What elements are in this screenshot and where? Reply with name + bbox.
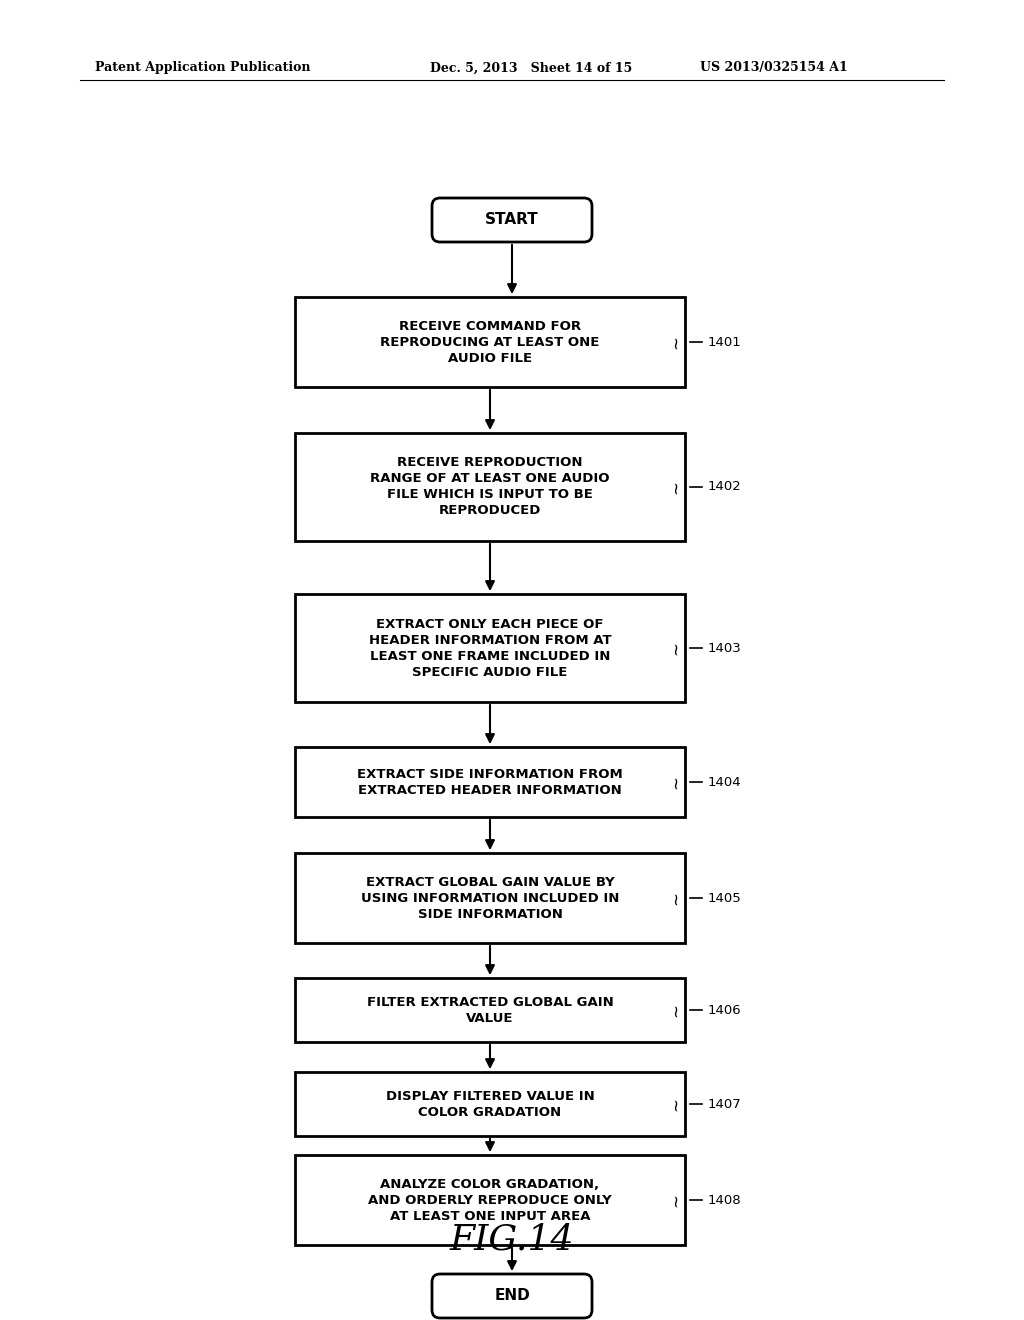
Text: ~: ~ — [667, 335, 685, 348]
Text: 1403: 1403 — [708, 642, 741, 655]
Bar — [295, 433, 685, 541]
FancyBboxPatch shape — [432, 1274, 592, 1317]
Text: ~: ~ — [667, 1003, 685, 1016]
Text: EXTRACT GLOBAL GAIN VALUE BY
USING INFORMATION INCLUDED IN
SIDE INFORMATION: EXTRACT GLOBAL GAIN VALUE BY USING INFOR… — [360, 875, 620, 920]
Text: 1405: 1405 — [708, 891, 741, 904]
Text: 1404: 1404 — [708, 776, 741, 788]
Bar — [295, 1072, 685, 1137]
Text: ~: ~ — [667, 1193, 685, 1206]
Text: START: START — [485, 213, 539, 227]
Text: US 2013/0325154 A1: US 2013/0325154 A1 — [700, 62, 848, 74]
Text: END: END — [495, 1288, 529, 1304]
Bar — [295, 594, 685, 702]
Text: EXTRACT SIDE INFORMATION FROM
EXTRACTED HEADER INFORMATION: EXTRACT SIDE INFORMATION FROM EXTRACTED … — [357, 767, 623, 796]
Text: 1408: 1408 — [708, 1193, 741, 1206]
Bar — [295, 297, 685, 387]
Text: RECEIVE REPRODUCTION
RANGE OF AT LEAST ONE AUDIO
FILE WHICH IS INPUT TO BE
REPRO: RECEIVE REPRODUCTION RANGE OF AT LEAST O… — [371, 457, 609, 517]
Text: Patent Application Publication: Patent Application Publication — [95, 62, 310, 74]
Text: 1407: 1407 — [708, 1097, 741, 1110]
Text: ~: ~ — [667, 775, 685, 789]
Text: 1402: 1402 — [708, 480, 741, 494]
Bar — [295, 853, 685, 942]
Bar — [295, 1155, 685, 1245]
Text: ~: ~ — [667, 891, 685, 906]
Text: ANALYZE COLOR GRADATION,
AND ORDERLY REPRODUCE ONLY
AT LEAST ONE INPUT AREA: ANALYZE COLOR GRADATION, AND ORDERLY REP… — [368, 1177, 612, 1222]
Text: ~: ~ — [667, 1097, 685, 1111]
FancyBboxPatch shape — [432, 198, 592, 242]
Text: 1406: 1406 — [708, 1003, 741, 1016]
Text: ~: ~ — [667, 642, 685, 655]
Text: EXTRACT ONLY EACH PIECE OF
HEADER INFORMATION FROM AT
LEAST ONE FRAME INCLUDED I: EXTRACT ONLY EACH PIECE OF HEADER INFORM… — [369, 618, 611, 678]
Text: DISPLAY FILTERED VALUE IN
COLOR GRADATION: DISPLAY FILTERED VALUE IN COLOR GRADATIO… — [386, 1089, 594, 1118]
Text: ~: ~ — [667, 480, 685, 494]
Text: FILTER EXTRACTED GLOBAL GAIN
VALUE: FILTER EXTRACTED GLOBAL GAIN VALUE — [367, 995, 613, 1024]
Text: 1401: 1401 — [708, 335, 741, 348]
Text: FIG.14: FIG.14 — [450, 1224, 574, 1257]
Bar — [295, 747, 685, 817]
Text: Dec. 5, 2013   Sheet 14 of 15: Dec. 5, 2013 Sheet 14 of 15 — [430, 62, 632, 74]
Bar — [295, 978, 685, 1041]
Text: RECEIVE COMMAND FOR
REPRODUCING AT LEAST ONE
AUDIO FILE: RECEIVE COMMAND FOR REPRODUCING AT LEAST… — [380, 319, 600, 364]
